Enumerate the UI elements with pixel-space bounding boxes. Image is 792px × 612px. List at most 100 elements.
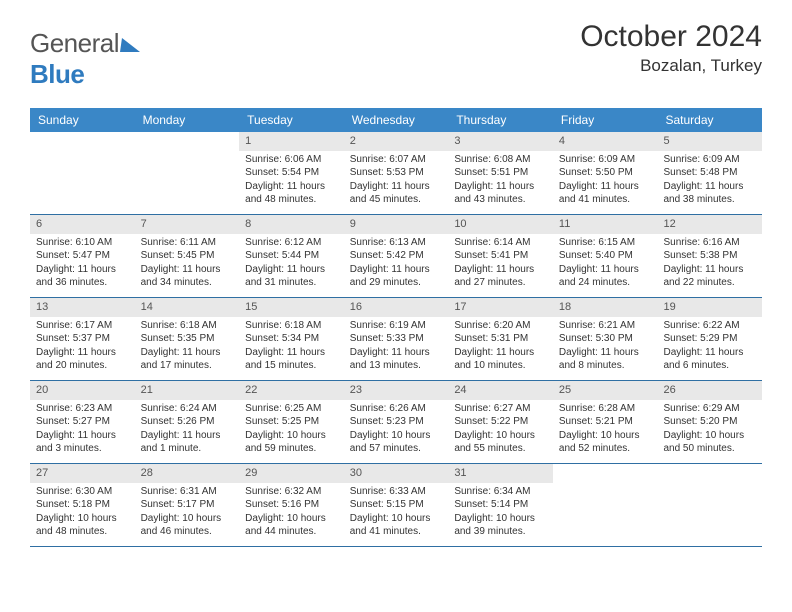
sunrise-text: Sunrise: 6:07 AM xyxy=(350,153,443,167)
day-cell xyxy=(553,464,658,546)
daylight-text: Daylight: 11 hours and 20 minutes. xyxy=(36,346,129,373)
sunset-text: Sunset: 5:41 PM xyxy=(454,249,547,263)
day-number: 21 xyxy=(135,381,240,400)
dow-header: Wednesday xyxy=(344,108,449,132)
sunrise-text: Sunrise: 6:06 AM xyxy=(245,153,338,167)
day-body: Sunrise: 6:07 AMSunset: 5:53 PMDaylight:… xyxy=(344,151,449,211)
day-cell: 29Sunrise: 6:32 AMSunset: 5:16 PMDayligh… xyxy=(239,464,344,546)
sunrise-text: Sunrise: 6:28 AM xyxy=(559,402,652,416)
day-cell: 23Sunrise: 6:26 AMSunset: 5:23 PMDayligh… xyxy=(344,381,449,463)
sunset-text: Sunset: 5:18 PM xyxy=(36,498,129,512)
daylight-text: Daylight: 10 hours and 48 minutes. xyxy=(36,512,129,539)
day-number: 16 xyxy=(344,298,449,317)
day-body: Sunrise: 6:24 AMSunset: 5:26 PMDaylight:… xyxy=(135,400,240,460)
day-number: 17 xyxy=(448,298,553,317)
sunset-text: Sunset: 5:21 PM xyxy=(559,415,652,429)
sunrise-text: Sunrise: 6:18 AM xyxy=(245,319,338,333)
day-number: 5 xyxy=(657,132,762,151)
day-cell: 19Sunrise: 6:22 AMSunset: 5:29 PMDayligh… xyxy=(657,298,762,380)
day-body: Sunrise: 6:21 AMSunset: 5:30 PMDaylight:… xyxy=(553,317,658,377)
week-row: 20Sunrise: 6:23 AMSunset: 5:27 PMDayligh… xyxy=(30,381,762,464)
daylight-text: Daylight: 10 hours and 39 minutes. xyxy=(454,512,547,539)
sunset-text: Sunset: 5:29 PM xyxy=(663,332,756,346)
day-body: Sunrise: 6:28 AMSunset: 5:21 PMDaylight:… xyxy=(553,400,658,460)
sunset-text: Sunset: 5:27 PM xyxy=(36,415,129,429)
sunset-text: Sunset: 5:47 PM xyxy=(36,249,129,263)
day-cell: 16Sunrise: 6:19 AMSunset: 5:33 PMDayligh… xyxy=(344,298,449,380)
day-body: Sunrise: 6:31 AMSunset: 5:17 PMDaylight:… xyxy=(135,483,240,543)
sunset-text: Sunset: 5:25 PM xyxy=(245,415,338,429)
sunrise-text: Sunrise: 6:08 AM xyxy=(454,153,547,167)
daylight-text: Daylight: 11 hours and 36 minutes. xyxy=(36,263,129,290)
day-body: Sunrise: 6:18 AMSunset: 5:34 PMDaylight:… xyxy=(239,317,344,377)
calendar-page: General Blue October 2024 Bozalan, Turke… xyxy=(0,0,792,567)
daylight-text: Daylight: 11 hours and 34 minutes. xyxy=(141,263,234,290)
sunset-text: Sunset: 5:26 PM xyxy=(141,415,234,429)
sunrise-text: Sunrise: 6:16 AM xyxy=(663,236,756,250)
daylight-text: Daylight: 11 hours and 29 minutes. xyxy=(350,263,443,290)
day-body: Sunrise: 6:15 AMSunset: 5:40 PMDaylight:… xyxy=(553,234,658,294)
day-number: 29 xyxy=(239,464,344,483)
daylight-text: Daylight: 10 hours and 46 minutes. xyxy=(141,512,234,539)
day-cell: 18Sunrise: 6:21 AMSunset: 5:30 PMDayligh… xyxy=(553,298,658,380)
day-cell: 9Sunrise: 6:13 AMSunset: 5:42 PMDaylight… xyxy=(344,215,449,297)
daylight-text: Daylight: 10 hours and 50 minutes. xyxy=(663,429,756,456)
sunrise-text: Sunrise: 6:20 AM xyxy=(454,319,547,333)
sunset-text: Sunset: 5:44 PM xyxy=(245,249,338,263)
brand-text: General Blue xyxy=(30,28,141,90)
dow-header: Saturday xyxy=(657,108,762,132)
sunset-text: Sunset: 5:34 PM xyxy=(245,332,338,346)
day-number: 30 xyxy=(344,464,449,483)
sunrise-text: Sunrise: 6:12 AM xyxy=(245,236,338,250)
daylight-text: Daylight: 11 hours and 43 minutes. xyxy=(454,180,547,207)
day-number: 14 xyxy=(135,298,240,317)
daylight-text: Daylight: 10 hours and 59 minutes. xyxy=(245,429,338,456)
brand-part2: Blue xyxy=(30,59,84,89)
daylight-text: Daylight: 11 hours and 38 minutes. xyxy=(663,180,756,207)
day-cell: 10Sunrise: 6:14 AMSunset: 5:41 PMDayligh… xyxy=(448,215,553,297)
day-number: 1 xyxy=(239,132,344,151)
weeks-container: 1Sunrise: 6:06 AMSunset: 5:54 PMDaylight… xyxy=(30,132,762,547)
daylight-text: Daylight: 11 hours and 1 minute. xyxy=(141,429,234,456)
day-body: Sunrise: 6:12 AMSunset: 5:44 PMDaylight:… xyxy=(239,234,344,294)
sunset-text: Sunset: 5:33 PM xyxy=(350,332,443,346)
brand-triangle-icon xyxy=(120,38,142,52)
day-number: 7 xyxy=(135,215,240,234)
sunrise-text: Sunrise: 6:29 AM xyxy=(663,402,756,416)
day-number: 15 xyxy=(239,298,344,317)
day-body: Sunrise: 6:33 AMSunset: 5:15 PMDaylight:… xyxy=(344,483,449,543)
day-cell: 6Sunrise: 6:10 AMSunset: 5:47 PMDaylight… xyxy=(30,215,135,297)
daylight-text: Daylight: 11 hours and 27 minutes. xyxy=(454,263,547,290)
sunset-text: Sunset: 5:42 PM xyxy=(350,249,443,263)
sunset-text: Sunset: 5:15 PM xyxy=(350,498,443,512)
daylight-text: Daylight: 11 hours and 10 minutes. xyxy=(454,346,547,373)
day-body: Sunrise: 6:25 AMSunset: 5:25 PMDaylight:… xyxy=(239,400,344,460)
day-cell: 11Sunrise: 6:15 AMSunset: 5:40 PMDayligh… xyxy=(553,215,658,297)
dow-header-row: SundayMondayTuesdayWednesdayThursdayFrid… xyxy=(30,108,762,132)
sunrise-text: Sunrise: 6:18 AM xyxy=(141,319,234,333)
header: General Blue October 2024 Bozalan, Turke… xyxy=(30,20,762,90)
dow-header: Tuesday xyxy=(239,108,344,132)
day-number: 10 xyxy=(448,215,553,234)
sunset-text: Sunset: 5:31 PM xyxy=(454,332,547,346)
day-cell: 24Sunrise: 6:27 AMSunset: 5:22 PMDayligh… xyxy=(448,381,553,463)
sunset-text: Sunset: 5:45 PM xyxy=(141,249,234,263)
day-body: Sunrise: 6:10 AMSunset: 5:47 PMDaylight:… xyxy=(30,234,135,294)
sunrise-text: Sunrise: 6:24 AM xyxy=(141,402,234,416)
day-body: Sunrise: 6:08 AMSunset: 5:51 PMDaylight:… xyxy=(448,151,553,211)
day-number: 12 xyxy=(657,215,762,234)
day-body: Sunrise: 6:06 AMSunset: 5:54 PMDaylight:… xyxy=(239,151,344,211)
daylight-text: Daylight: 11 hours and 6 minutes. xyxy=(663,346,756,373)
day-number: 18 xyxy=(553,298,658,317)
day-number: 26 xyxy=(657,381,762,400)
daylight-text: Daylight: 11 hours and 17 minutes. xyxy=(141,346,234,373)
day-cell: 22Sunrise: 6:25 AMSunset: 5:25 PMDayligh… xyxy=(239,381,344,463)
day-number: 25 xyxy=(553,381,658,400)
sunset-text: Sunset: 5:40 PM xyxy=(559,249,652,263)
day-body: Sunrise: 6:34 AMSunset: 5:14 PMDaylight:… xyxy=(448,483,553,543)
sunrise-text: Sunrise: 6:34 AM xyxy=(454,485,547,499)
daylight-text: Daylight: 11 hours and 31 minutes. xyxy=(245,263,338,290)
day-number: 27 xyxy=(30,464,135,483)
daylight-text: Daylight: 11 hours and 41 minutes. xyxy=(559,180,652,207)
day-number: 8 xyxy=(239,215,344,234)
